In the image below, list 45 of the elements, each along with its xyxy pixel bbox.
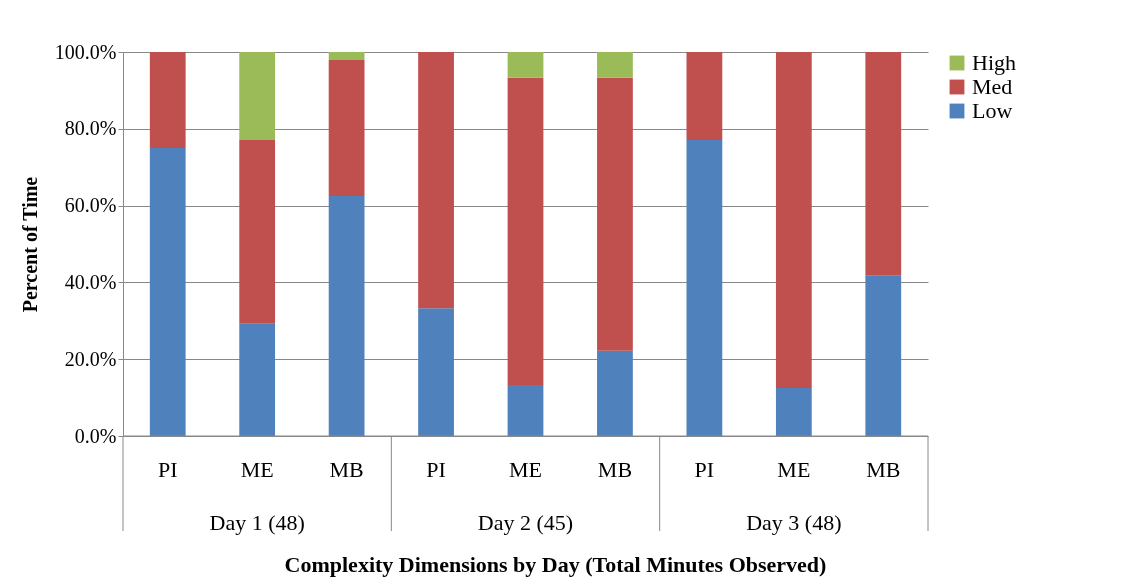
bar xyxy=(507,77,544,385)
y-tick-label: 40.0% xyxy=(64,270,117,293)
bar xyxy=(686,139,723,436)
y-axis-title: Percent of Time xyxy=(18,176,41,313)
bar xyxy=(597,350,633,436)
x-tick-label: ME xyxy=(240,457,274,482)
bar xyxy=(239,139,276,324)
x-tick-label: ME xyxy=(777,457,811,482)
bar xyxy=(328,60,365,196)
bar xyxy=(597,52,633,78)
bar xyxy=(239,52,276,140)
x-tick-label: PI xyxy=(157,457,178,482)
text: Day 2 (45) xyxy=(477,510,574,535)
x-axis-title: Complexity Dimensions by Day (Total Minutes Observed) xyxy=(284,552,827,577)
y-tick-label: 0.0% xyxy=(74,424,117,447)
bar xyxy=(865,275,902,436)
bar xyxy=(865,52,902,276)
bar xyxy=(686,52,723,140)
bar xyxy=(418,308,454,436)
bar xyxy=(239,323,276,436)
y-tick-label: 60.0% xyxy=(64,194,117,217)
bar xyxy=(507,384,544,436)
x-tick-label: ME xyxy=(509,457,542,482)
bar xyxy=(149,52,186,148)
x-tick-label: PI xyxy=(426,457,446,482)
x-tick-label: PI xyxy=(694,457,715,482)
bar xyxy=(328,52,365,61)
bar xyxy=(507,52,544,78)
legend-label: Low xyxy=(972,98,1013,123)
bar xyxy=(328,196,365,436)
text: Day 1 (48) xyxy=(209,510,305,535)
bar xyxy=(597,77,633,351)
bar xyxy=(775,52,812,388)
bar xyxy=(149,148,186,436)
x-tick-label: MB xyxy=(866,457,901,482)
y-tick-label: 20.0% xyxy=(64,347,117,370)
x-tick-label: MB xyxy=(329,457,364,482)
legend-label: Med xyxy=(972,74,1013,99)
y-tick-label: 80.0% xyxy=(64,117,117,140)
x-tick-label: MB xyxy=(597,457,633,482)
legend-label: High xyxy=(972,50,1016,75)
bar xyxy=(775,388,812,436)
text: Day 3 (48) xyxy=(746,510,842,535)
y-tick-label: 100.0% xyxy=(54,40,117,63)
bar xyxy=(418,52,454,309)
